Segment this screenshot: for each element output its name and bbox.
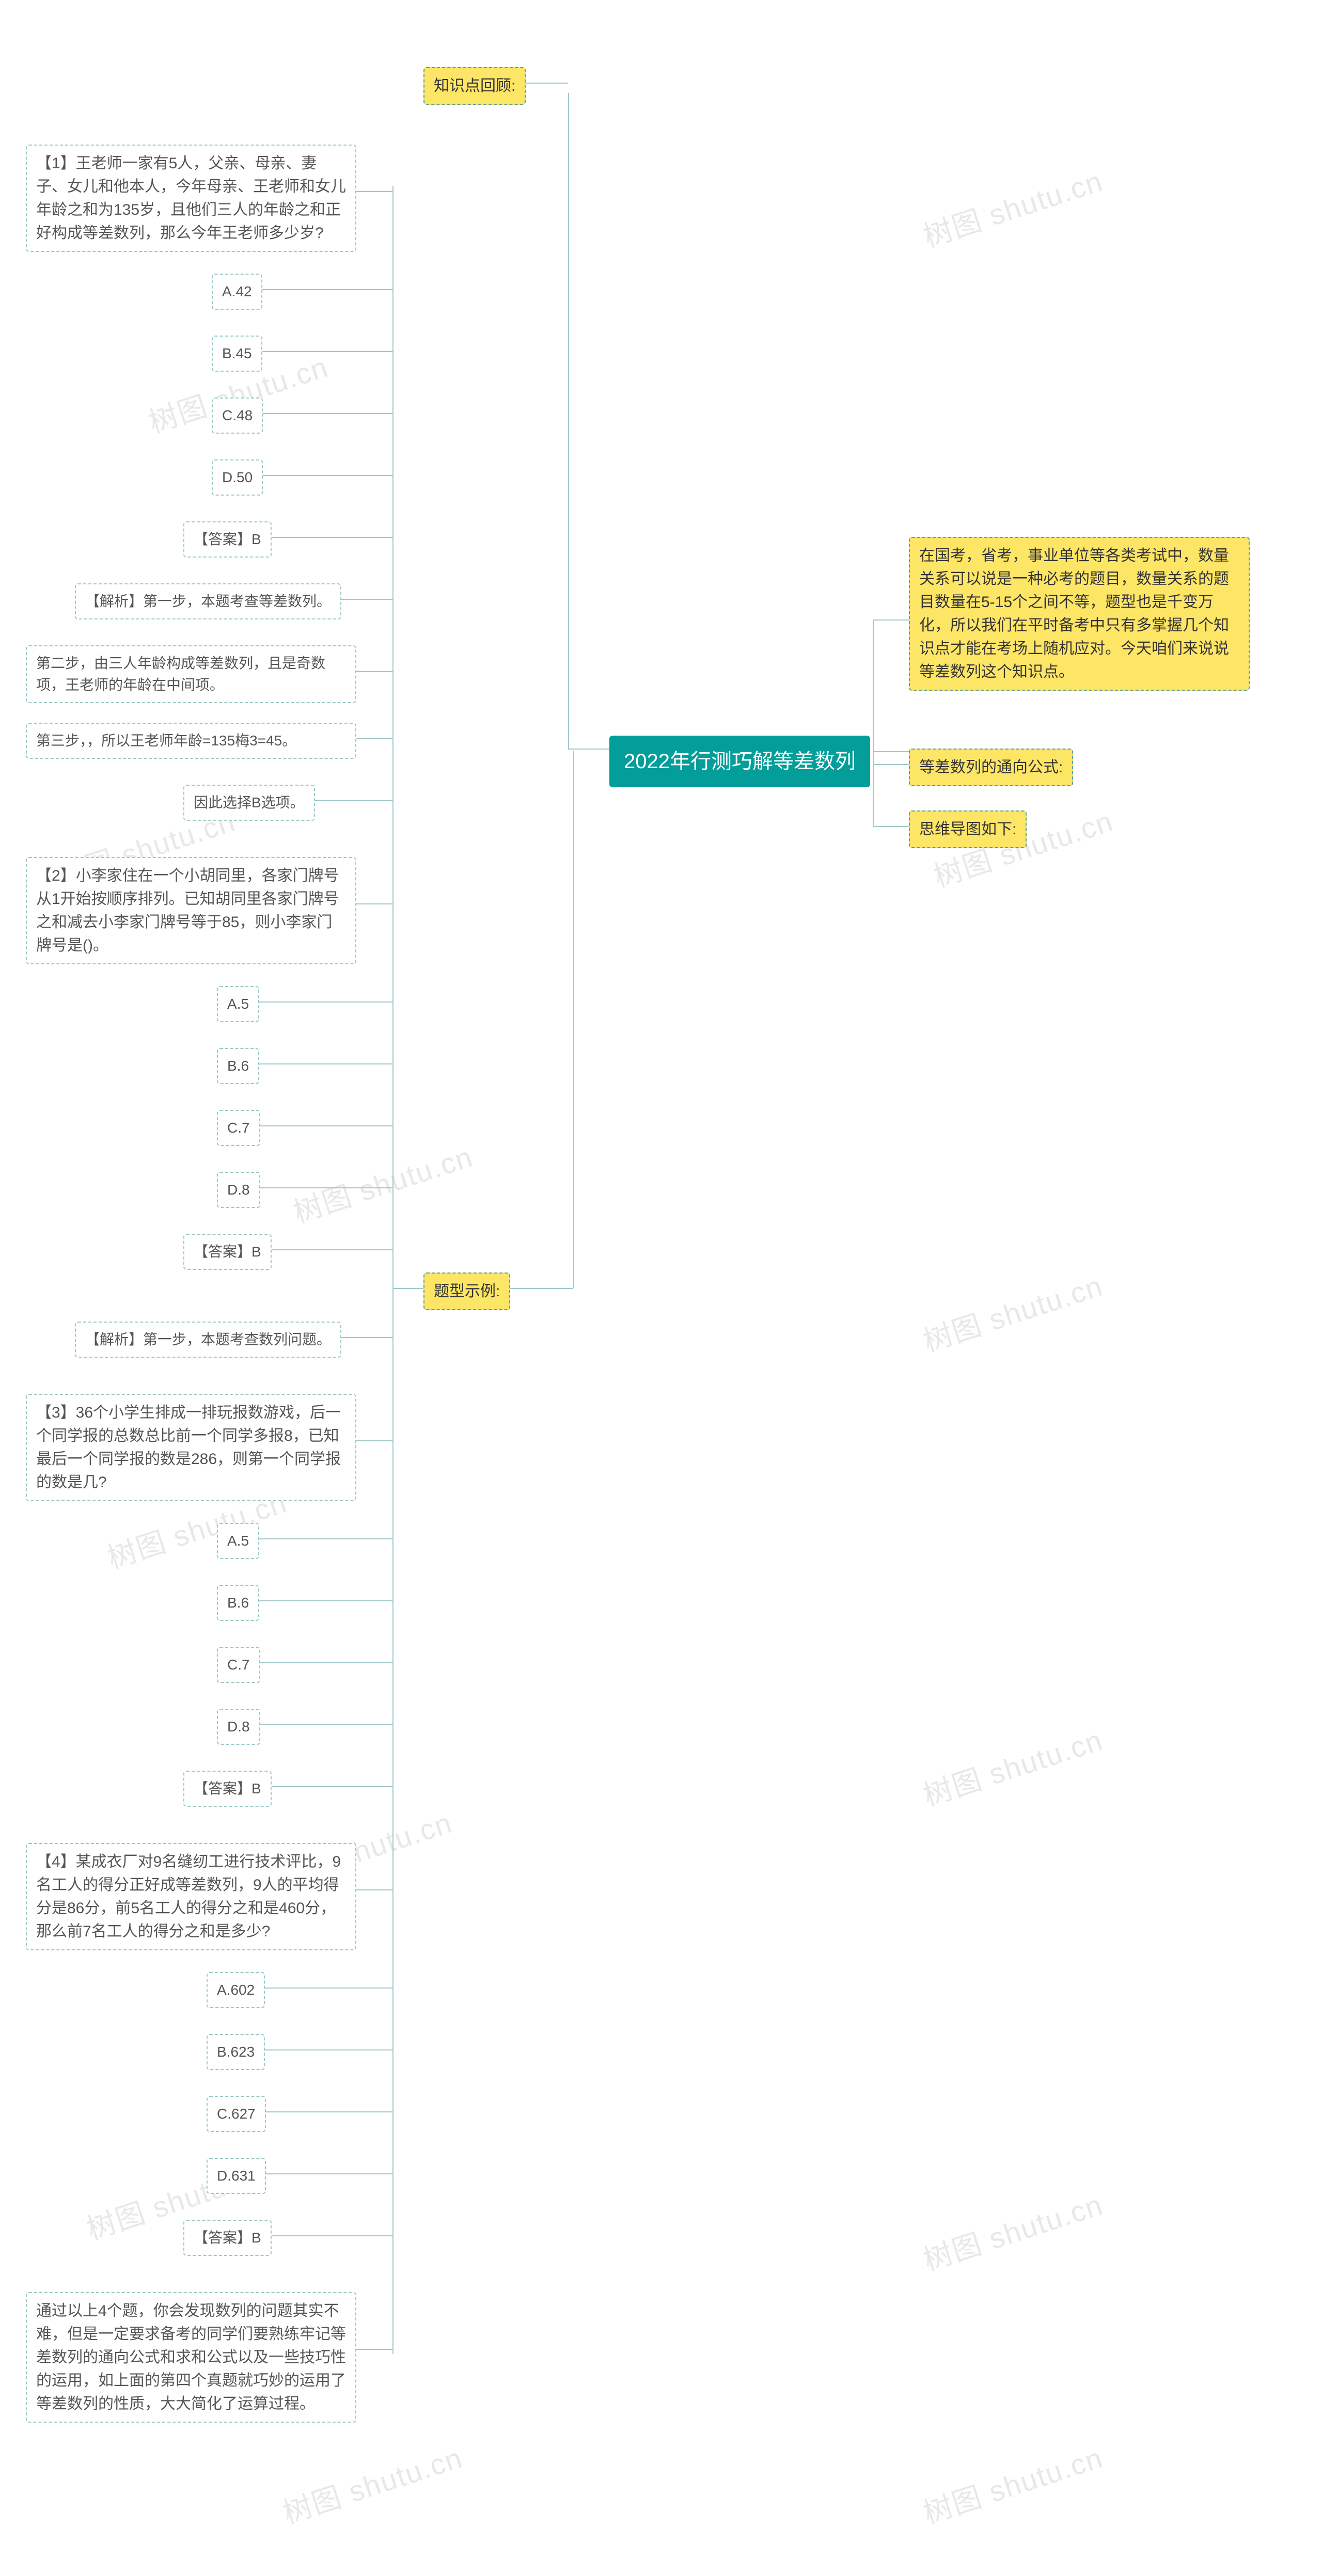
q1-opt-d: D.50 (212, 459, 263, 496)
q1-stem: 【1】王老师一家有5人，父亲、母亲、妻子、女儿和他本人，今年母亲、王老师和女儿年… (26, 145, 356, 252)
q2-answer: 【答案】B (183, 1234, 272, 1270)
q4-answer: 【答案】B (183, 2220, 272, 2256)
q1-opt-c: C.48 (212, 397, 263, 434)
review-label: 知识点回顾: (423, 67, 526, 105)
q1-ex2: 第二步，由三人年龄构成等差数列，且是奇数项，王老师的年龄在中间项。 (26, 645, 356, 703)
q1-opt-a: A.42 (212, 274, 262, 310)
watermark: 树图 shutu.cn (277, 2435, 467, 2532)
example-label: 题型示例: (423, 1273, 510, 1310)
q2-opt-a: A.5 (217, 986, 259, 1022)
q2-stem: 【2】小李家住在一个小胡同里，各家门牌号从1开始按顺序排列。已知胡同里各家门牌号… (26, 857, 356, 964)
watermark: 树图 shutu.cn (287, 1134, 478, 1231)
q3-opt-d: D.8 (217, 1709, 260, 1745)
q3-opt-b: B.6 (217, 1585, 259, 1621)
q1-answer: 【答案】B (183, 521, 272, 558)
q3-opt-c: C.7 (217, 1647, 260, 1683)
q3-opt-a: A.5 (217, 1523, 259, 1559)
q1-opt-b: B.45 (212, 336, 262, 372)
q1-ex1: 【解析】第一步，本题考查等差数列。 (75, 583, 341, 619)
q3-stem: 【3】36个小学生排成一排玩报数游戏，后一个同学报的总数总比前一个同学多报8，已… (26, 1394, 356, 1501)
q2-ex1: 【解析】第一步，本题考查数列问题。 (75, 1322, 341, 1358)
watermark: 树图 shutu.cn (917, 158, 1108, 256)
formula-label: 等差数列的通向公式: (909, 749, 1073, 786)
watermark: 树图 shutu.cn (917, 2182, 1108, 2279)
q4-opt-a: A.602 (207, 1972, 265, 2008)
watermark: 树图 shutu.cn (917, 1717, 1108, 1815)
q2-opt-c: C.7 (217, 1110, 260, 1146)
summary: 通过以上4个题，你会发现数列的问题其实不难，但是一定要求备考的同学们要熟练牢记等… (26, 2292, 356, 2423)
q3-answer: 【答案】B (183, 1771, 272, 1807)
q4-opt-d: D.631 (207, 2158, 266, 2194)
watermark: 树图 shutu.cn (917, 1263, 1108, 1360)
center-title: 2022年行测巧解等差数列 (609, 736, 870, 787)
q1-ex4: 因此选择B选项。 (183, 785, 315, 821)
q4-stem: 【4】某成衣厂对9名缝纫工进行技术评比，9名工人的得分正好成等差数列，9人的平均… (26, 1843, 356, 1950)
q1-ex3: 第三步，，所以王老师年龄=135梅3=45。 (26, 723, 356, 759)
watermark: 树图 shutu.cn (917, 2435, 1108, 2532)
mindmap-label: 思维导图如下: (909, 810, 1027, 848)
q4-opt-b: B.623 (207, 2034, 265, 2070)
q4-opt-c: C.627 (207, 2096, 266, 2132)
intro-text: 在国考，省考，事业单位等各类考试中，数量关系可以说是一种必考的题目，数量关系的题… (909, 537, 1250, 691)
q2-opt-b: B.6 (217, 1048, 259, 1084)
q2-opt-d: D.8 (217, 1172, 260, 1208)
